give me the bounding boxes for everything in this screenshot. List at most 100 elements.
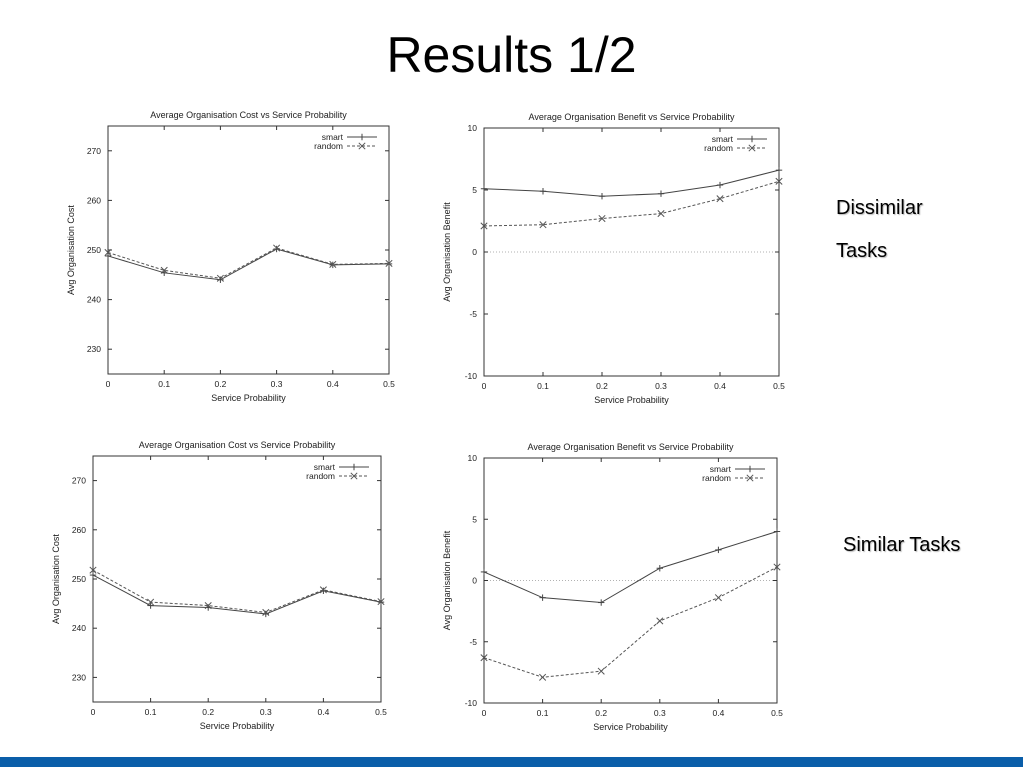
data-point-random-b [480,654,488,662]
legend-label-smart: smart [322,132,344,142]
x-tick-label: 0.5 [773,381,785,391]
legend-marker-smart [350,463,358,471]
data-point-smart [598,193,606,200]
series-line-smart [483,531,778,604]
similar-tasks-label: Similar Tasks [843,534,961,556]
legend-marker-random-b [350,472,358,480]
y-tick-label: 270 [72,476,86,486]
x-axis-label: Service Probability [211,393,286,403]
series-line-random [92,569,382,613]
legend-label-random: random [306,471,335,481]
legend-label-random: random [314,141,343,151]
data-point-smart [773,528,781,535]
data-point-random-b [329,260,337,268]
data-point-random-b [377,598,385,606]
y-tick-label: 230 [87,344,101,354]
x-tick-label: 0 [482,381,487,391]
x-tick-label: 0.3 [260,707,272,717]
legend-marker-random-b [748,144,756,152]
data-point-random-b [160,266,168,274]
data-point-random-b [714,594,722,602]
legend-marker-random-b [746,474,754,482]
x-tick-label: 0.3 [655,381,667,391]
data-point-random-b [657,210,665,218]
data-point-random [597,667,605,675]
series-line-random [483,566,778,678]
data-point-random-b [480,222,488,230]
data-point-random [775,177,783,185]
x-tick-label: 0.4 [317,707,329,717]
y-tick-label: 0 [472,247,477,257]
x-tick-label: 0.1 [537,381,549,391]
x-tick-label: 0.2 [596,381,608,391]
x-tick-label: 0.2 [595,708,607,718]
x-tick-label: 0 [482,708,487,718]
x-tick-label: 0.2 [214,379,226,389]
data-point-random-b [385,259,393,267]
x-tick-label: 0.4 [714,381,726,391]
y-tick-label: 260 [72,525,86,535]
data-point-smart [657,190,665,197]
data-point-smart [656,565,663,572]
y-tick-label: -10 [465,371,478,381]
y-tick-label: 260 [87,195,101,205]
x-tick-label: 0.3 [271,379,283,389]
chart-title: Average Organisation Cost vs Service Pro… [139,440,336,450]
legend-label-random: random [704,143,733,153]
data-point-random-b [319,586,327,594]
data-point-random-b [597,667,605,675]
data-point-random [385,259,393,267]
data-point-smart [480,185,488,192]
data-point-random [377,598,385,606]
data-point-smart [598,599,605,606]
data-point-random-b [147,598,155,606]
data-point-random-b [775,177,783,185]
data-point-random [262,608,270,617]
y-tick-label: -10 [465,698,478,708]
data-point-smart [539,188,547,195]
legend-marker-random [350,472,358,480]
dissimilar-tasks-label-line1: Dissimilar [836,197,923,219]
data-point-random [657,210,665,218]
data-point-random [716,195,724,203]
legend-marker-random [748,144,756,152]
data-point-random [147,598,155,606]
y-axis-label: Avg Organisation Benefit [442,530,452,630]
data-point-random [104,248,112,257]
x-tick-label: 0.5 [383,379,395,389]
legend-marker-random [358,142,366,150]
footer-accent-bar [0,757,1023,767]
data-point-random-b [204,602,212,610]
data-point-random [656,617,664,625]
x-axis-label: Service Probability [200,721,275,731]
data-point-random [773,563,781,571]
legend-marker-random [746,474,754,482]
y-axis-label: Avg Organisation Cost [66,205,76,295]
data-point-smart [480,568,488,576]
chart-title: Average Organisation Cost vs Service Pro… [150,110,347,120]
data-point-random-b [716,195,724,203]
series-line-random [107,247,390,279]
x-tick-label: 0.5 [375,707,387,717]
x-tick-label: 0.2 [202,707,214,717]
x-tick-label: 0.3 [654,708,666,718]
series-line-random [483,180,780,227]
data-point-random [480,654,488,662]
data-point-random [89,566,97,574]
y-tick-label: 240 [87,295,101,305]
legend-marker-random-b [358,142,366,150]
y-tick-label: 5 [472,514,477,524]
data-point-random-b [104,248,112,257]
chart-title: Average Organisation Benefit vs Service … [528,442,734,452]
chart-title: Average Organisation Benefit vs Service … [529,112,735,122]
y-tick-label: 5 [472,185,477,195]
x-axis-label: Service Probability [594,395,669,405]
x-tick-label: 0 [106,379,111,389]
x-tick-label: 0.5 [771,708,783,718]
data-point-smart [104,252,112,260]
x-tick-label: 0.1 [537,708,549,718]
data-point-random-b [539,221,547,229]
x-axis-label: Service Probability [593,722,668,732]
